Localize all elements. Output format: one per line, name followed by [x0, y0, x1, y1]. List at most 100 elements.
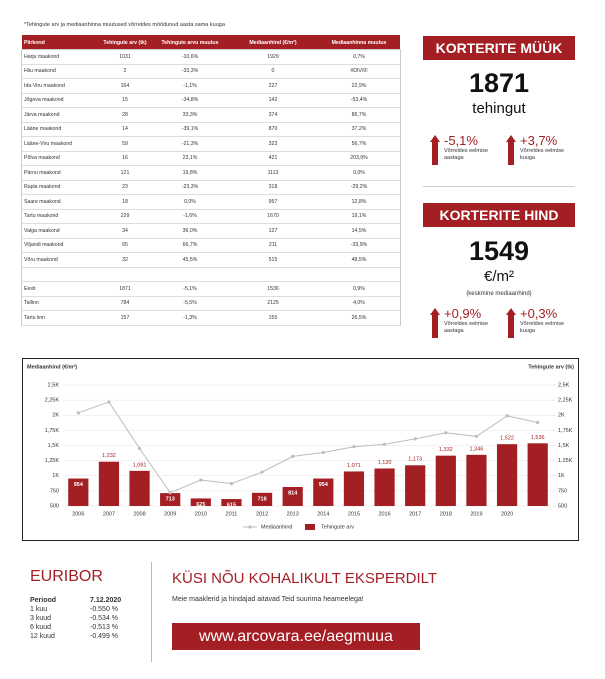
line: [78, 401, 538, 494]
table-cell: Lääne-Viru maakond: [22, 136, 98, 152]
bar: [496, 444, 518, 506]
data-label: 625: [196, 502, 205, 508]
table-cell: 36,0%: [152, 223, 228, 239]
table-cell: 56,7%: [318, 136, 400, 152]
table-cell: -23,3%: [152, 180, 228, 195]
table-cell: 66,7%: [152, 238, 228, 253]
x-tick-label: 2013: [287, 511, 299, 517]
table-cell: 1536: [228, 281, 318, 297]
table-cell: 1113: [228, 165, 318, 181]
bar: [98, 461, 120, 506]
line-point: [291, 454, 295, 458]
sales-title: KORTERITE MÜÜK: [423, 36, 575, 60]
bar: [313, 478, 334, 506]
data-label: 1,536: [531, 435, 545, 441]
table-cell: 33,3%: [152, 107, 228, 123]
euribor-cell: -0.513 %: [90, 624, 119, 631]
table-cell: Valga maakond: [22, 223, 98, 239]
bar: [160, 493, 181, 506]
y2-tick-label: 1K: [558, 473, 565, 479]
euribor-row: 1 kuu -0.550 %: [30, 605, 150, 614]
euribor-title: EURIBOR: [30, 568, 103, 585]
bar: [129, 470, 150, 506]
bar: [466, 454, 487, 506]
euribor-row: 6 kuud -0.513 %: [30, 623, 150, 632]
table-cell: 203,9%: [318, 151, 400, 166]
chart: Mediaanhind (€/m²) Tehingute arv (tk) 50…: [22, 358, 579, 541]
table-cell: 23: [98, 180, 152, 195]
table-cell: 323: [228, 136, 318, 152]
arrow-icon: [430, 308, 440, 338]
y-tick-label: 1K: [52, 473, 59, 479]
table-cell: Lääne maakond: [22, 122, 98, 137]
table-cell: 374: [228, 107, 318, 123]
line-point: [76, 411, 80, 415]
x-tick-label: 2007: [103, 511, 115, 517]
spacer-row: [22, 267, 400, 282]
data-label: 713: [166, 497, 175, 503]
table-cell: 59: [98, 136, 152, 152]
data-label: 1,346: [470, 446, 484, 452]
y2-tick-label: 750: [558, 488, 567, 494]
price-change: +0,9% Võrreldes eelmise aastaga: [430, 306, 490, 338]
x-tick-label: 2006: [72, 511, 84, 517]
table-row: Põlva maakond 16 23,1% 421 203,9%: [22, 151, 400, 166]
header-cell: Mediaanhind (€/m²): [228, 35, 318, 50]
arrow-icon: [506, 135, 516, 165]
table-row: Ida-Viru maakond 164 -1,1% 227 22,9%: [22, 78, 400, 94]
table-cell: -5,5%: [152, 296, 228, 311]
table-cell: 870: [228, 122, 318, 137]
table-cell: Viljandi maakond: [22, 238, 98, 253]
table-cell: 65: [98, 238, 152, 253]
y-tick-label: 1,75K: [45, 428, 60, 434]
change-value: -5,1%: [444, 133, 478, 148]
price-title: KORTERITE HIND: [423, 203, 575, 227]
y-tick-label: 2K: [52, 413, 59, 419]
bar: [251, 492, 273, 506]
table-cell: Saare maakond: [22, 194, 98, 210]
header-row: Piirkond Tehingute arv (tk) Tehingute arvu…: [22, 35, 400, 50]
table-cell: 784: [98, 296, 152, 311]
contact-link[interactable]: www.arcovara.ee/aegmuua: [172, 623, 420, 650]
table-cell: 22,9%: [318, 78, 400, 94]
euribor-body: Periood 7.12.2020 1 kuu -0.550 % 3 kuud -0.…: [30, 596, 150, 641]
data-label: 1,081: [133, 462, 147, 468]
table-cell: -1,6%: [152, 209, 228, 224]
euribor-cell: -0.534 %: [90, 615, 119, 622]
bar: [527, 443, 548, 506]
table-row: Viljandi maakond 65 66,7% 211 -33,9%: [22, 238, 400, 253]
table-cell: Võru maakond: [22, 252, 98, 268]
x-tick-label: 2009: [164, 511, 176, 517]
price-note: (keskmine mediaanhind): [466, 291, 532, 297]
table-cell: 127: [228, 223, 318, 239]
change-value: +0,3%: [520, 306, 558, 321]
table-cell: -34,8%: [152, 93, 228, 108]
table-row: Pärnu maakond 121 19,8% 1113 0,0%: [22, 165, 400, 181]
header-cell: Piirkond: [22, 35, 98, 50]
table-cell: -1,3%: [152, 310, 228, 326]
table-cell: 957: [228, 194, 318, 210]
table-cell: 0: [228, 64, 318, 79]
y2-tick-label: 2,25K: [558, 398, 573, 404]
bar: [190, 498, 211, 506]
table-row: Hiiu maakond 2 -33,3% 0 #DIV/0!: [22, 64, 400, 79]
table-cell: 15: [98, 93, 152, 108]
y-tick-label: 500: [50, 503, 59, 509]
y-tick-label: 750: [50, 488, 59, 494]
y2-tick-label: 2,5K: [558, 382, 570, 388]
line-point: [474, 434, 479, 439]
table-cell: 142: [228, 93, 318, 108]
bar: [282, 487, 303, 506]
table-cell: Harju maakond: [22, 50, 98, 65]
euribor-table: Periood 7.12.2020 1 kuu -0.550 % 3 kuud -0.…: [30, 596, 150, 641]
table-cell: Põlva maakond: [22, 151, 98, 166]
y-tick-label: 2,25K: [45, 398, 60, 404]
change-label: Võrreldes eelmise kuuga: [520, 321, 565, 334]
period-label: Periood: [30, 597, 57, 604]
table-cell: -10,6%: [152, 50, 228, 65]
contact-text: Meie maaklerid ja hindajad aitavad Teid …: [172, 596, 364, 603]
header-cell: Tehingute arv (tk): [98, 35, 152, 50]
bar: [405, 465, 426, 506]
table-cell: -33,9%: [318, 238, 400, 253]
table-row: Tartu linn 157 -1,3% 155 26,5%: [22, 310, 400, 326]
